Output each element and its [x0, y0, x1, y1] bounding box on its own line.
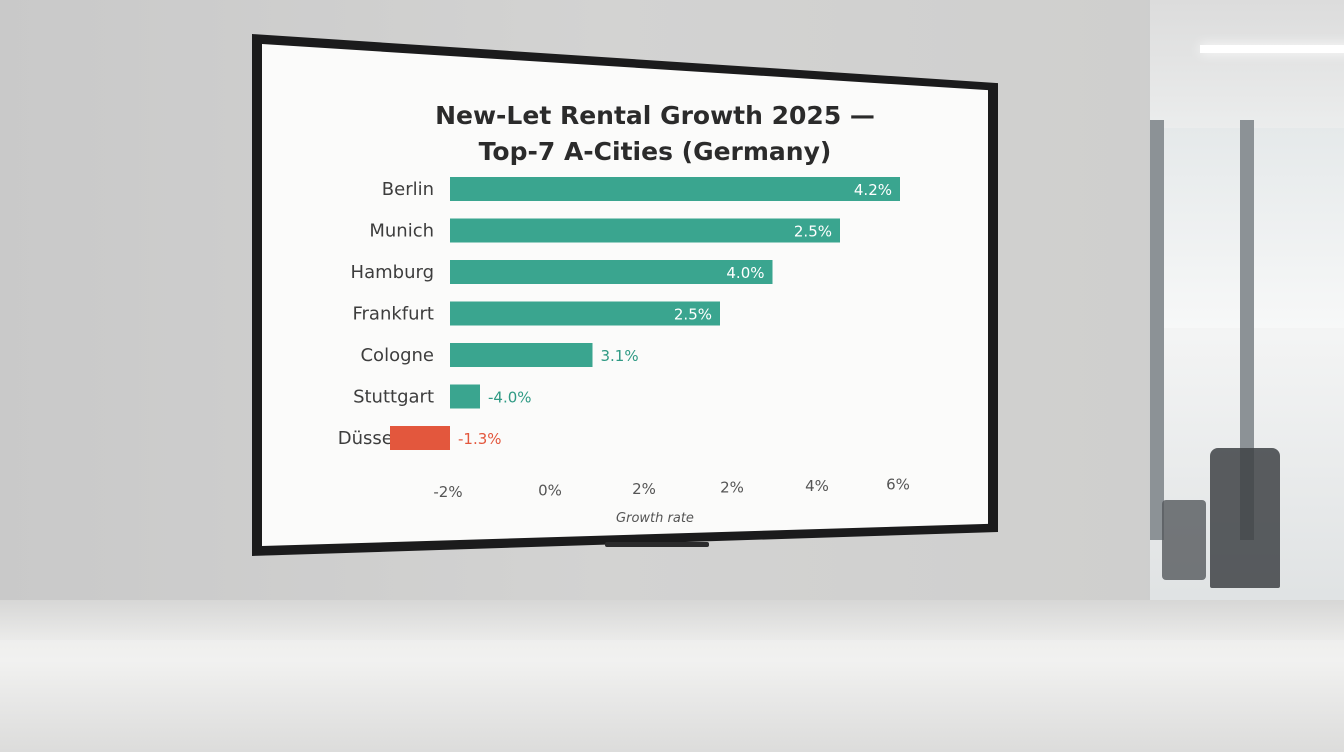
x-tick-label-5: 6% — [886, 476, 910, 494]
value-label-6: -1.3% — [458, 430, 502, 448]
bar-chart: New-Let Rental Growth 2025 — Top-7 A-Cit… — [338, 101, 910, 526]
category-label-4: Cologne — [360, 345, 434, 366]
tv-brand-strip — [605, 542, 709, 547]
category-label-5: Stuttgart — [353, 387, 434, 408]
category-label-2: Hamburg — [351, 262, 434, 283]
table-edge — [0, 600, 1344, 640]
tv-screen: New-Let Rental Growth 2025 — Top-7 A-Cit… — [262, 44, 988, 546]
bar-cologne — [450, 343, 593, 367]
x-axis-title: Growth rate — [616, 511, 694, 526]
category-label-1: Munich — [369, 221, 434, 242]
value-label-0: 4.2% — [854, 181, 892, 199]
bar-stuttgart — [450, 384, 480, 409]
bar-munich — [450, 218, 840, 243]
bar-düsseldorf — [390, 426, 450, 450]
office-chair — [1210, 448, 1280, 588]
bar-hamburg — [450, 260, 773, 284]
bar-berlin — [450, 177, 900, 201]
ceiling-light — [1200, 45, 1344, 53]
bar-frankfurt — [450, 301, 720, 326]
value-label-1: 2.5% — [794, 223, 832, 241]
value-label-5: -4.0% — [488, 389, 532, 407]
x-tick-label-1: 0% — [538, 482, 562, 500]
value-label-4: 3.1% — [601, 347, 639, 365]
value-label-2: 4.0% — [726, 264, 764, 282]
window-pane — [1164, 128, 1344, 328]
x-tick-label-4: 4% — [805, 477, 829, 495]
category-label-0: Berlin — [382, 179, 434, 200]
window-frame — [1150, 120, 1164, 540]
window-frame — [1240, 120, 1254, 540]
background-office-window — [1150, 0, 1344, 610]
category-label-3: Frankfurt — [352, 304, 434, 325]
conference-table — [0, 600, 1344, 752]
x-tick-label-2: 2% — [632, 480, 656, 498]
x-tick-label-3: 2% — [720, 479, 744, 497]
office-chair — [1162, 500, 1206, 580]
chart-title-line-2: Top-7 A-Cities (Germany) — [479, 137, 832, 166]
value-label-3: 2.5% — [674, 306, 712, 324]
chart-title-line-1: New-Let Rental Growth 2025 — — [435, 101, 875, 130]
x-tick-label-0: -2% — [433, 483, 462, 501]
